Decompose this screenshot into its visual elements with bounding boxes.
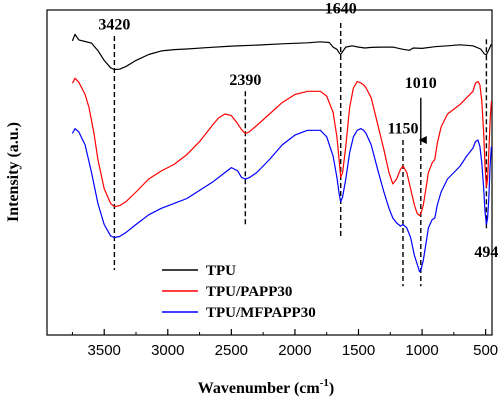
series-line-2 <box>71 128 492 273</box>
plot-frame <box>46 9 493 336</box>
x-tick-label-2500: 2500 <box>215 342 248 359</box>
annotation-label-1150: 1150 <box>387 121 418 138</box>
annotation-label-1640: 1640 <box>325 0 357 17</box>
x-axis-label-sup: -1 <box>320 377 329 389</box>
y-axis-label: Intensity (a.u.) <box>5 122 22 222</box>
x-tick-label-1000: 1000 <box>405 342 438 359</box>
x-axis-label-main: Wavenumber (cm <box>198 380 321 397</box>
x-axis-label-end: ) <box>329 380 334 397</box>
legend: TPU TPU/PAPP30 TPU/MFPAPP30 <box>162 263 316 321</box>
series-line-1 <box>71 77 492 216</box>
x-tick-label-3500: 3500 <box>88 342 121 359</box>
x-axis: 3500 3000 2500 2000 1500 1000 500 <box>71 329 498 359</box>
x-axis-label: Wavenumber (cm-1) <box>198 377 334 397</box>
x-tick-label-500: 500 <box>473 342 498 359</box>
annotation-label-3420: 3420 <box>98 17 130 34</box>
series-line-0 <box>71 33 492 71</box>
legend-label-0: TPU <box>206 263 236 279</box>
annotation-label-1010: 1010 <box>405 75 437 92</box>
x-tick-label-1500: 1500 <box>342 342 375 359</box>
legend-label-1: TPU/PAPP30 <box>206 284 292 300</box>
legend-label-2: TPU/MFPAPP30 <box>206 305 316 321</box>
annotation-label-2390: 2390 <box>229 72 261 89</box>
series-group <box>71 33 492 273</box>
x-tick-label-3000: 3000 <box>151 342 184 359</box>
annotation-label-494: 494 <box>474 244 498 261</box>
x-tick-label-2000: 2000 <box>278 342 311 359</box>
